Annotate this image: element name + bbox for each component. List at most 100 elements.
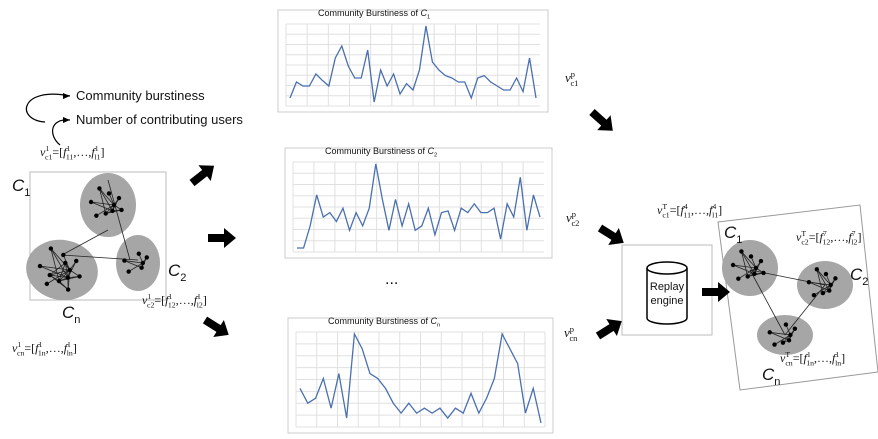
node [56, 278, 62, 284]
formula-part: v [657, 203, 663, 217]
node [67, 267, 73, 273]
formula-part: C [762, 365, 775, 384]
formula-part: f [819, 230, 824, 244]
formula-part: f [680, 203, 685, 217]
node [47, 272, 52, 278]
edge [816, 269, 831, 286]
formula-sub: 11 [66, 153, 74, 162]
node [823, 271, 829, 277]
node [116, 195, 122, 201]
formula-sub: 1 [427, 15, 430, 21]
arrow [189, 165, 215, 187]
arrow [597, 224, 624, 245]
formula-part: ] [203, 293, 207, 307]
formula-part: v [796, 230, 802, 244]
formula-sup: 1 [45, 144, 49, 153]
formula-part: C [62, 303, 75, 322]
ellipsis: ... [385, 271, 398, 288]
formula-part: C [431, 316, 438, 326]
node [94, 213, 99, 218]
formula-part: ] [73, 341, 77, 355]
node [752, 271, 757, 277]
node [820, 290, 826, 296]
node [111, 202, 117, 208]
edge [741, 251, 749, 277]
formula-part: v [40, 145, 46, 159]
node [44, 281, 50, 287]
formula-sub: l2 [851, 238, 857, 247]
node [730, 262, 736, 268]
edge [64, 262, 69, 278]
edge [107, 179, 131, 261]
node [122, 258, 127, 263]
formula-sub: c2 [147, 301, 154, 310]
node [110, 208, 115, 214]
node [48, 246, 54, 251]
formula-part: v [565, 70, 571, 85]
formula-part: f [832, 351, 837, 365]
edge [741, 251, 755, 275]
formula-part: f [35, 341, 40, 355]
formula-sub: 2 [862, 276, 868, 288]
formula-part: Community Burstiness of [328, 316, 431, 326]
formula-sub: 1n [806, 359, 814, 368]
formula-sup: 4 [712, 202, 716, 211]
legend-item: Number of contributing users [76, 112, 243, 127]
formula-sup: 1 [17, 340, 21, 349]
formula-sup: p [570, 324, 574, 334]
line-series [297, 163, 541, 249]
formula-sub: l2 [197, 301, 203, 310]
node [811, 292, 817, 298]
formula-part: C [421, 8, 428, 18]
node [140, 260, 145, 266]
formula-sub: cn [17, 349, 24, 358]
formula-sup: T [662, 202, 667, 211]
edge [39, 265, 70, 271]
formula-part: ,…, [830, 230, 848, 244]
community-box [29, 171, 167, 301]
node [761, 270, 766, 276]
node [806, 279, 812, 285]
formula-sub: l1 [94, 153, 100, 162]
edge [58, 269, 71, 282]
formula-part: f [64, 341, 69, 355]
formula-sub: n [774, 376, 780, 388]
formula-sub: c2 [571, 218, 579, 228]
line-series [289, 25, 537, 103]
edge [769, 331, 790, 341]
arrow [589, 109, 613, 131]
node [753, 265, 759, 271]
formula-sup: p [571, 69, 575, 79]
edge [67, 260, 77, 278]
edge [90, 201, 113, 212]
community-blob [26, 239, 98, 301]
formula: vp c1 [565, 69, 578, 88]
formula-part: ,…, [46, 341, 64, 355]
cylinder [646, 261, 688, 325]
formula-part: v [12, 341, 18, 355]
formula-part: C [428, 146, 435, 156]
replay-label: engine [650, 295, 683, 307]
edge [99, 188, 113, 212]
formula: C1 [724, 223, 742, 246]
edge [124, 260, 143, 264]
formula-part: f [709, 203, 714, 217]
edge [50, 248, 60, 282]
node [736, 276, 741, 281]
edge [99, 188, 107, 214]
formula-sup: 1 [39, 340, 43, 349]
node [65, 287, 71, 292]
edge [124, 260, 142, 269]
node [767, 330, 772, 335]
formula-part: C [12, 176, 25, 195]
formula-part: ] [841, 351, 845, 365]
formula-sup: 1 [67, 144, 71, 153]
node [63, 260, 68, 266]
formula-part: C [724, 223, 737, 242]
node [88, 199, 94, 205]
formula-sup: 1 [147, 292, 151, 301]
formula-part: v [564, 325, 570, 340]
formula-part: f [803, 351, 808, 365]
edge [91, 201, 115, 206]
